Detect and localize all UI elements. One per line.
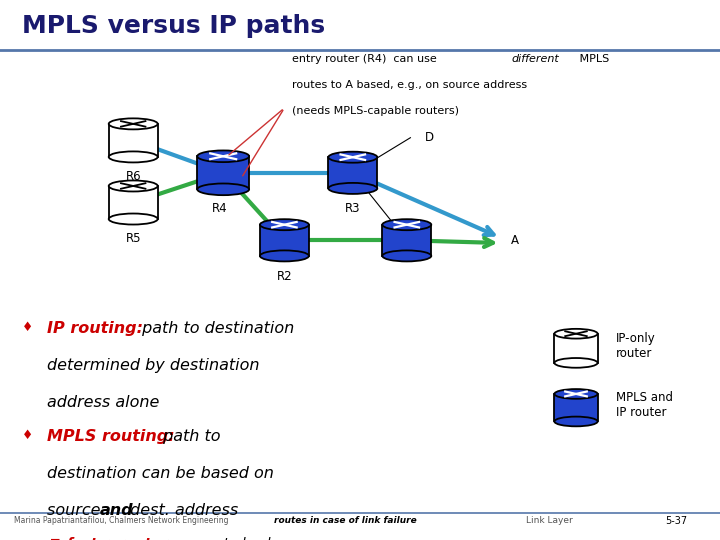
Text: IP routing:: IP routing: bbox=[47, 321, 143, 336]
Text: ■: ■ bbox=[50, 537, 61, 540]
Polygon shape bbox=[109, 186, 158, 219]
Ellipse shape bbox=[260, 251, 309, 261]
Polygon shape bbox=[554, 394, 598, 421]
Ellipse shape bbox=[109, 213, 158, 225]
Text: R3: R3 bbox=[345, 202, 361, 215]
Ellipse shape bbox=[197, 151, 249, 162]
Ellipse shape bbox=[109, 151, 158, 163]
Text: dest. address: dest. address bbox=[125, 503, 238, 518]
Polygon shape bbox=[328, 157, 377, 188]
Text: R6: R6 bbox=[125, 170, 141, 183]
Text: R4: R4 bbox=[212, 202, 228, 215]
Text: entry router (R4)  can use: entry router (R4) can use bbox=[292, 54, 440, 64]
Text: 5-37: 5-37 bbox=[665, 516, 688, 526]
Text: MPLS: MPLS bbox=[576, 54, 609, 64]
Ellipse shape bbox=[554, 358, 598, 368]
Polygon shape bbox=[109, 124, 158, 157]
Ellipse shape bbox=[328, 183, 377, 194]
Text: IP-only
router: IP-only router bbox=[616, 332, 655, 360]
Polygon shape bbox=[554, 334, 598, 363]
Text: routes in case of link failure: routes in case of link failure bbox=[274, 516, 416, 525]
Text: and: and bbox=[99, 503, 133, 518]
Text: A: A bbox=[511, 234, 519, 247]
Text: MPLS versus IP paths: MPLS versus IP paths bbox=[22, 14, 325, 37]
Ellipse shape bbox=[197, 184, 249, 195]
Polygon shape bbox=[260, 225, 309, 256]
Text: ♦: ♦ bbox=[22, 429, 33, 442]
Ellipse shape bbox=[554, 417, 598, 427]
Text: R5: R5 bbox=[125, 232, 141, 245]
Text: determined by destination: determined by destination bbox=[47, 358, 259, 373]
Ellipse shape bbox=[109, 118, 158, 130]
Polygon shape bbox=[197, 156, 249, 190]
Text: source: source bbox=[47, 503, 105, 518]
Ellipse shape bbox=[554, 389, 598, 399]
Ellipse shape bbox=[382, 219, 431, 230]
Ellipse shape bbox=[260, 219, 309, 230]
Text: different: different bbox=[511, 54, 559, 64]
Ellipse shape bbox=[109, 180, 158, 192]
Text: D: D bbox=[425, 131, 434, 144]
Text: MPLS and
IP router: MPLS and IP router bbox=[616, 391, 672, 419]
Text: Link Layer: Link Layer bbox=[526, 516, 572, 525]
Text: (needs MPLS-capable routers): (needs MPLS-capable routers) bbox=[292, 106, 459, 116]
Text: ♦: ♦ bbox=[22, 321, 33, 334]
Text: R2: R2 bbox=[276, 270, 292, 283]
Ellipse shape bbox=[554, 329, 598, 339]
Text: routes to A based, e.g., on source address: routes to A based, e.g., on source addre… bbox=[292, 80, 527, 90]
Text: fast reroute:: fast reroute: bbox=[67, 537, 166, 540]
Text: path to destination: path to destination bbox=[137, 321, 294, 336]
Text: address alone: address alone bbox=[47, 395, 159, 410]
Text: MPLS routing:: MPLS routing: bbox=[47, 429, 174, 444]
Text: precompute backup: precompute backup bbox=[149, 537, 292, 540]
Text: path to: path to bbox=[158, 429, 221, 444]
Text: destination can be based on: destination can be based on bbox=[47, 466, 274, 481]
Ellipse shape bbox=[328, 152, 377, 163]
Text: Marina Papatriantafilou, Chalmers Network Engineering: Marina Papatriantafilou, Chalmers Networ… bbox=[14, 516, 229, 525]
Polygon shape bbox=[382, 225, 431, 256]
Ellipse shape bbox=[382, 251, 431, 261]
